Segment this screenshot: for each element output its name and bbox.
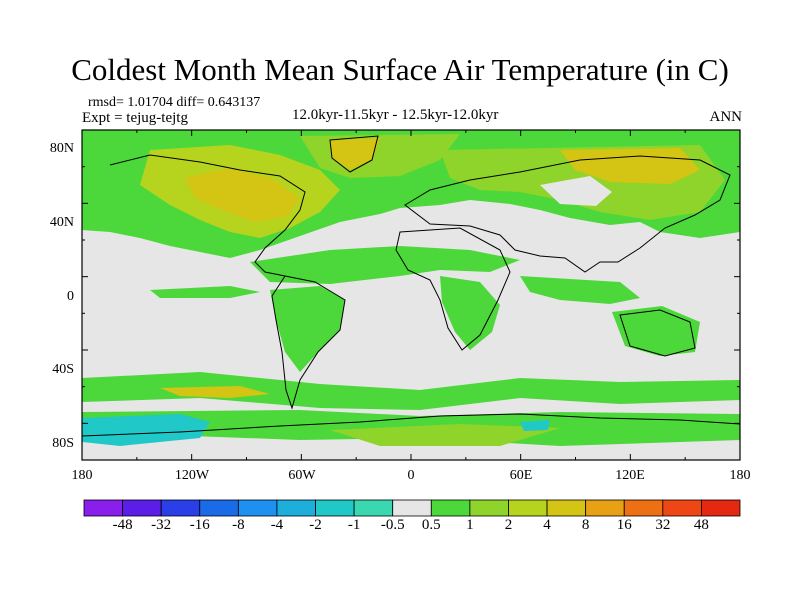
colorbar-label: -8 <box>232 517 245 533</box>
field-southern-band <box>82 372 740 410</box>
lon-label: 120E <box>615 468 645 483</box>
colorbar-swatch <box>623 499 664 517</box>
colorbar-swatch <box>276 499 316 517</box>
colorbar-swatch <box>199 499 239 517</box>
colorbar-swatch <box>353 499 394 517</box>
colorbar-label: 48 <box>693 517 709 533</box>
field-southern-patch <box>160 386 270 398</box>
colorbar-swatch <box>122 499 162 517</box>
lon-label: 120W <box>175 468 210 483</box>
field-ross-patch <box>520 420 550 431</box>
coastline-antarctica <box>81 413 741 437</box>
colorbar-label: 4 <box>543 517 551 533</box>
field-equator-strip <box>150 286 260 298</box>
coastline-north-america <box>109 154 306 277</box>
field-africa <box>440 276 500 350</box>
colorbar-swatch <box>585 499 625 517</box>
colorbar-swatch <box>392 499 432 517</box>
axis-ticks <box>81 129 741 461</box>
field-central-asia-neutral <box>540 176 612 206</box>
colorbar-swatch <box>662 499 702 517</box>
anomaly-fields <box>82 130 740 446</box>
colorbar-label: -2 <box>309 517 322 533</box>
field-siberia <box>560 148 700 184</box>
colorbar-swatch <box>237 499 278 517</box>
colorbar-swatch <box>315 499 355 517</box>
lat-label: 40S <box>52 362 74 377</box>
colorbar-label: 8 <box>581 517 590 533</box>
field-south-america <box>270 286 345 372</box>
colorbar-label: -48 <box>112 517 133 533</box>
lat-label: 80S <box>52 436 74 451</box>
chart-title: Coldest Month Mean Surface Air Temperatu… <box>71 52 729 87</box>
colorbar-swatch <box>160 499 201 517</box>
coastline-greenland <box>329 135 379 173</box>
colorbar-swatch <box>469 499 509 517</box>
period-label: 12.0kyr-11.5kyr - 12.5kyr-12.0kyr <box>292 107 499 123</box>
stats-line: rmsd= 1.01704 diff= 0.643137 <box>88 95 260 111</box>
field-tropical-atlantic <box>250 246 520 284</box>
lat-label: 80N <box>50 141 74 156</box>
colorbar-swatch <box>83 499 123 517</box>
colorbar <box>83 499 741 517</box>
colorbar-swatch <box>701 499 741 517</box>
coastline-africa <box>395 227 511 351</box>
latitude-labels: 80N 40N 0 40S 80S <box>50 141 74 451</box>
lat-label: 40N <box>50 215 74 230</box>
field-indian-ocean <box>520 276 640 304</box>
colorbar-swatch <box>508 499 548 517</box>
lon-label: 180 <box>730 468 751 483</box>
lat-label: 0 <box>67 289 74 304</box>
lon-label: 60W <box>288 468 316 483</box>
lon-label: 0 <box>408 468 415 483</box>
colorbar-label: -4 <box>270 517 284 533</box>
colorbar-swatch <box>546 499 587 517</box>
colorbar-label: 0.5 <box>421 517 441 533</box>
colorbar-label: -0.5 <box>380 517 405 533</box>
colorbar-label: 1 <box>466 517 474 533</box>
field-australia <box>612 306 700 356</box>
colorbar-label: 2 <box>504 517 513 533</box>
lon-label: 180 <box>72 468 93 483</box>
colorbar-label: 16 <box>616 517 632 533</box>
colorbar-swatch <box>430 499 471 517</box>
colorbar-label: 32 <box>655 517 671 533</box>
colorbar-label: -1 <box>347 517 361 533</box>
coastline-eurasia <box>404 155 731 273</box>
coastlines <box>81 135 741 437</box>
colorbar-label: -32 <box>151 517 172 533</box>
experiment-label: Expt = tejug-tejtg <box>82 110 188 126</box>
longitude-labels: 180 120W 60W 0 60E 120E 180 <box>72 468 751 483</box>
coastline-south-america <box>271 275 346 410</box>
diff-value: diff= 0.643137 <box>176 95 261 110</box>
field-antarctic-interior <box>330 424 560 446</box>
rmsd-value: rmsd= 1.01704 <box>88 95 173 110</box>
field-canada <box>185 168 300 222</box>
lon-label: 60E <box>510 468 533 483</box>
colorbar-label: -16 <box>189 517 210 533</box>
season-label: ANN <box>709 109 743 125</box>
field-antarctic-cool <box>82 414 210 446</box>
coastline-australia <box>619 309 696 357</box>
